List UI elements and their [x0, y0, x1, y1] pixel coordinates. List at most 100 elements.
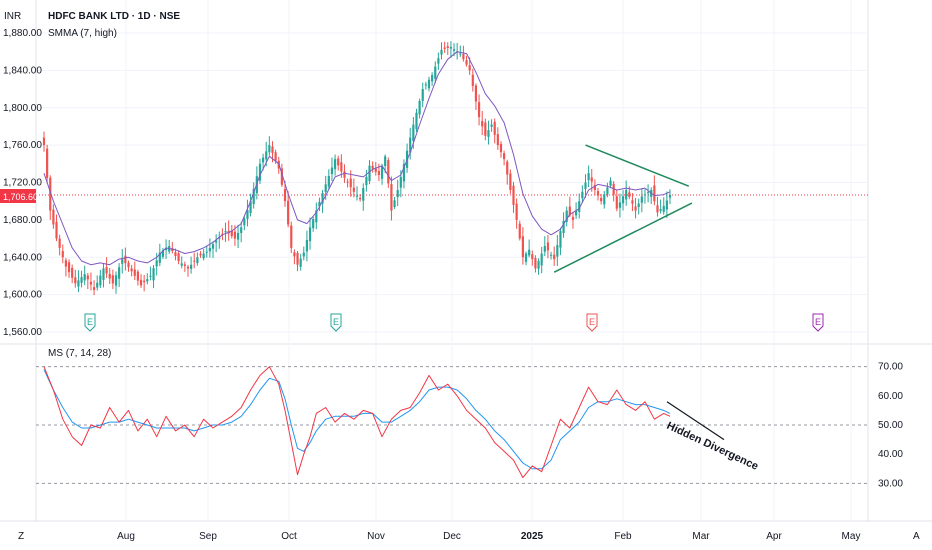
- candle[interactable]: [377, 171, 381, 176]
- candle[interactable]: [274, 152, 277, 161]
- candle[interactable]: [49, 177, 52, 211]
- candle[interactable]: [512, 185, 515, 205]
- candle[interactable]: [524, 253, 528, 262]
- candle[interactable]: [330, 167, 334, 175]
- earnings-event-marker[interactable]: E: [812, 313, 824, 332]
- candle[interactable]: [446, 46, 449, 48]
- candle[interactable]: [427, 79, 431, 89]
- candle[interactable]: [280, 168, 283, 185]
- candle[interactable]: [484, 122, 487, 136]
- candle[interactable]: [318, 201, 321, 207]
- candle[interactable]: [324, 184, 327, 192]
- candle[interactable]: [634, 206, 637, 211]
- candle[interactable]: [390, 184, 393, 211]
- candle[interactable]: [149, 275, 152, 277]
- candle[interactable]: [402, 163, 406, 182]
- candle[interactable]: [625, 189, 628, 200]
- candle[interactable]: [656, 205, 659, 213]
- candle[interactable]: [549, 254, 553, 256]
- candle[interactable]: [202, 253, 205, 259]
- candle[interactable]: [393, 200, 396, 208]
- candle[interactable]: [111, 275, 114, 284]
- candle[interactable]: [287, 200, 290, 225]
- candle[interactable]: [177, 253, 180, 261]
- candle[interactable]: [581, 191, 584, 199]
- candle[interactable]: [333, 159, 337, 170]
- candle[interactable]: [108, 274, 111, 279]
- candle[interactable]: [387, 160, 390, 184]
- candle[interactable]: [396, 189, 399, 198]
- candle[interactable]: [196, 257, 199, 264]
- candle[interactable]: [52, 209, 55, 225]
- candle[interactable]: [571, 216, 575, 220]
- triangle-upper-trendline[interactable]: [585, 144, 690, 187]
- candle[interactable]: [587, 173, 590, 181]
- candle[interactable]: [340, 162, 343, 172]
- candle[interactable]: [105, 267, 108, 274]
- candle[interactable]: [161, 250, 165, 257]
- candle[interactable]: [114, 275, 118, 286]
- candle[interactable]: [468, 65, 471, 71]
- candle[interactable]: [299, 258, 302, 267]
- candle[interactable]: [265, 151, 268, 160]
- candle[interactable]: [71, 267, 74, 278]
- candle[interactable]: [230, 230, 233, 237]
- candle[interactable]: [236, 232, 240, 240]
- candle[interactable]: [568, 206, 571, 216]
- candle[interactable]: [424, 84, 427, 86]
- candle[interactable]: [418, 100, 421, 115]
- candle[interactable]: [621, 196, 625, 204]
- candle[interactable]: [249, 201, 252, 214]
- candle[interactable]: [67, 262, 71, 273]
- candle[interactable]: [440, 49, 443, 55]
- timezone-button[interactable]: Z: [18, 531, 24, 542]
- candle[interactable]: [246, 209, 249, 219]
- triangle-lower-trendline[interactable]: [553, 202, 693, 273]
- candle[interactable]: [152, 268, 155, 281]
- candle[interactable]: [193, 260, 196, 262]
- candle[interactable]: [155, 260, 158, 267]
- earnings-event-marker[interactable]: E: [84, 313, 96, 332]
- candle[interactable]: [431, 75, 434, 82]
- candle[interactable]: [593, 185, 596, 190]
- candle[interactable]: [243, 218, 246, 226]
- candle[interactable]: [471, 74, 474, 86]
- candle[interactable]: [506, 161, 509, 175]
- candle[interactable]: [412, 124, 415, 141]
- candle[interactable]: [252, 188, 255, 204]
- candle[interactable]: [124, 255, 127, 264]
- candle[interactable]: [537, 260, 540, 269]
- candle[interactable]: [380, 165, 384, 179]
- candle[interactable]: [121, 259, 124, 264]
- candle[interactable]: [258, 163, 262, 181]
- candle[interactable]: [409, 137, 412, 153]
- candle[interactable]: [355, 195, 359, 197]
- candle[interactable]: [183, 264, 186, 266]
- candle[interactable]: [262, 157, 265, 163]
- candle[interactable]: [58, 238, 61, 248]
- candle[interactable]: [349, 178, 352, 188]
- candle[interactable]: [211, 244, 215, 249]
- candle[interactable]: [653, 185, 656, 202]
- candle[interactable]: [531, 254, 534, 260]
- candle[interactable]: [609, 180, 612, 186]
- candle[interactable]: [618, 202, 622, 208]
- candle[interactable]: [518, 223, 521, 239]
- candle[interactable]: [233, 231, 237, 239]
- candle[interactable]: [515, 203, 518, 220]
- candle[interactable]: [665, 200, 668, 210]
- candle[interactable]: [399, 176, 402, 188]
- candle[interactable]: [158, 252, 161, 263]
- candle[interactable]: [628, 192, 631, 197]
- candle[interactable]: [359, 197, 362, 200]
- oscillator-legend[interactable]: MS (7, 14, 28): [48, 348, 111, 359]
- candle[interactable]: [565, 210, 568, 222]
- candle[interactable]: [224, 231, 227, 233]
- candle[interactable]: [190, 264, 193, 269]
- candle[interactable]: [499, 143, 503, 153]
- candle[interactable]: [337, 158, 340, 166]
- candle[interactable]: [646, 192, 650, 194]
- earnings-event-marker[interactable]: E: [330, 313, 342, 332]
- candle[interactable]: [509, 173, 512, 190]
